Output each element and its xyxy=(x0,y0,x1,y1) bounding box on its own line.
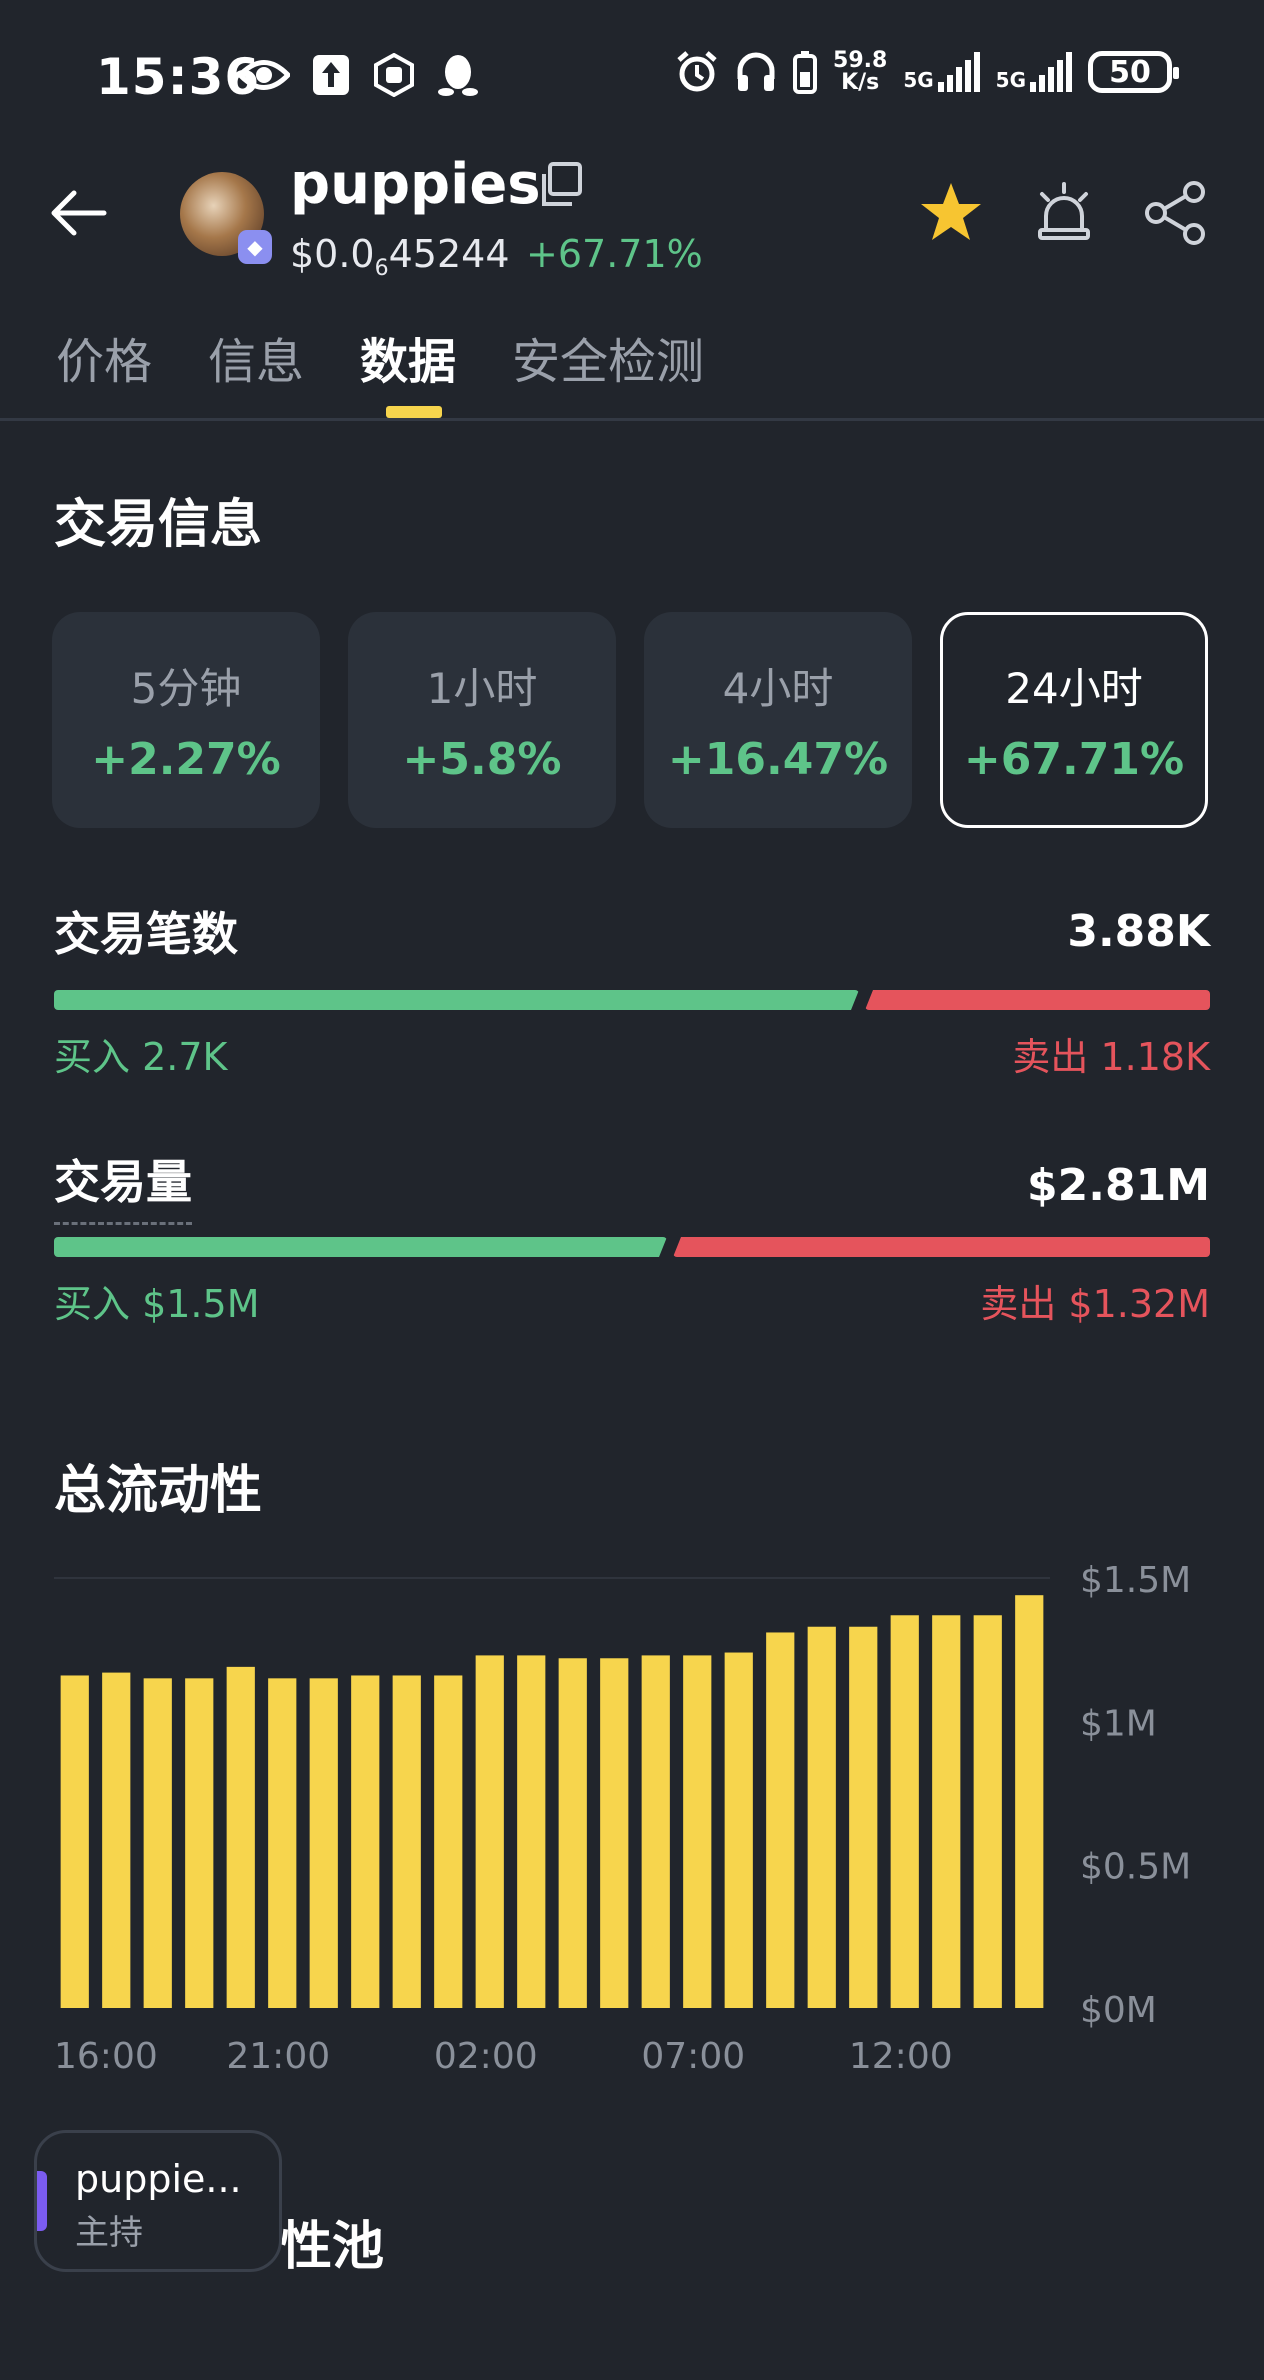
chart-bar xyxy=(434,1675,463,2008)
floating-host-chip[interactable]: puppie... 主持 xyxy=(34,2130,282,2272)
network-type-1: 5G xyxy=(903,68,934,92)
volume-buy-bar xyxy=(54,1237,667,1257)
tx-sell-count: 卖出 1.18K xyxy=(1012,1035,1210,1079)
price-change: +67.71% xyxy=(526,232,703,276)
token-price: $0.0645244 xyxy=(290,232,510,281)
chip-name: puppie... xyxy=(75,2157,242,2201)
chart-bar xyxy=(641,1655,670,2008)
period-card-4h[interactable]: 4小时 +16.47% xyxy=(644,612,912,828)
chart-bar xyxy=(351,1675,380,2008)
tx-sell-bar xyxy=(865,990,1210,1010)
active-tab-indicator xyxy=(386,406,442,418)
chart-bar xyxy=(973,1615,1002,2008)
volume-buy: 买入 $1.5M xyxy=(54,1282,260,1326)
x-tick-label: 21:00 xyxy=(226,2036,330,2077)
tx-count-bar xyxy=(54,990,1210,1010)
chart-bar xyxy=(185,1678,214,2008)
tab-data[interactable]: 数据 xyxy=(360,334,457,390)
chart-bar xyxy=(517,1655,546,2008)
period-card-24h[interactable]: 24小时 +67.71% xyxy=(940,612,1208,828)
y-tick-label: $0.5M xyxy=(1080,1847,1191,1888)
tx-buy-count: 买入 2.7K xyxy=(54,1035,228,1079)
y-tick-label: $1M xyxy=(1080,1703,1157,1744)
chart-bar xyxy=(102,1672,131,2008)
chart-bar xyxy=(60,1675,89,2008)
share-icon[interactable] xyxy=(1144,180,1208,246)
battery-level: 50 xyxy=(1109,54,1151,90)
tx-buy-bar xyxy=(54,990,859,1010)
back-arrow-icon[interactable] xyxy=(48,188,108,238)
network-type-2: 5G xyxy=(995,68,1026,92)
copy-icon[interactable] xyxy=(536,160,584,208)
chart-bar xyxy=(1015,1595,1044,2008)
hand-shield-icon xyxy=(374,53,414,97)
chart-bar xyxy=(724,1652,753,2008)
volume-sell-bar xyxy=(673,1237,1210,1257)
volume-bar xyxy=(54,1237,1210,1257)
signal-icon xyxy=(1030,52,1072,92)
chart-bar xyxy=(807,1626,836,2008)
liquidity-title: 总流动性 xyxy=(54,1461,263,1521)
chart-bar xyxy=(600,1658,629,2008)
tab-price[interactable]: 价格 xyxy=(56,334,153,390)
tx-count-label: 交易笔数 xyxy=(54,907,238,961)
tx-count-total: 3.88K xyxy=(1067,905,1210,957)
net-speed-value: 59.8 xyxy=(833,48,888,73)
battery-saver-icon xyxy=(793,51,818,94)
penguin-icon xyxy=(438,55,478,96)
chip-role: 主持 xyxy=(75,2213,143,2253)
chart-bar xyxy=(766,1632,795,2008)
chart-bar xyxy=(268,1678,297,2008)
x-tick-label: 12:00 xyxy=(849,2036,953,2077)
y-tick-label: $1.5M xyxy=(1080,1560,1191,1601)
price-alert-icon[interactable] xyxy=(1032,180,1096,244)
battery-indicator: 50 xyxy=(1088,51,1179,93)
chart-bar xyxy=(890,1615,919,2008)
chart-bar xyxy=(226,1666,255,2008)
chart-bar xyxy=(558,1658,587,2008)
tab-info[interactable]: 信息 xyxy=(208,334,305,390)
ethereum-icon: ◆ xyxy=(238,230,272,264)
tab-security-check[interactable]: 安全检测 xyxy=(512,334,705,390)
chart-bar xyxy=(309,1678,338,2008)
next-section-title: 性池 xyxy=(280,2217,385,2277)
signal-icon xyxy=(937,52,980,92)
trade-info-title: 交易信息 xyxy=(54,495,263,555)
period-card-1h[interactable]: 1小时 +5.8% xyxy=(348,612,616,828)
eye-icon xyxy=(238,60,290,90)
tx-count-stat: 交易笔数 3.88K 买入 2.7K 卖出 1.18K xyxy=(54,898,1210,1081)
volume-label[interactable]: 交易量 xyxy=(54,1146,192,1225)
chart-bar xyxy=(392,1675,421,2008)
upload-icon xyxy=(313,55,349,95)
headphones-icon xyxy=(737,52,775,91)
x-tick-label: 16:00 xyxy=(54,2036,158,2077)
token-name: puppies xyxy=(290,152,541,217)
chart-bar xyxy=(143,1678,172,2008)
favorite-star-icon[interactable] xyxy=(918,180,984,246)
chart-bar xyxy=(683,1655,712,2008)
chart-bar xyxy=(849,1626,878,2008)
period-card-5m[interactable]: 5分钟 +2.27% xyxy=(52,612,320,828)
period-selector: 5分钟 +2.27% 1小时 +5.8% 4小时 +16.47% 24小时 +6… xyxy=(52,612,1208,828)
x-tick-label: 02:00 xyxy=(434,2036,538,2077)
clock: 15:36 xyxy=(96,48,261,106)
divider xyxy=(0,418,1264,421)
chart-bar xyxy=(475,1655,504,2008)
chip-accent xyxy=(37,2171,47,2231)
y-tick-label: $0M xyxy=(1080,1990,1157,2031)
alarm-clock-icon xyxy=(677,51,717,92)
status-bar: 15:36 59.8 K/s 5G 5G 50 xyxy=(0,0,1264,160)
tab-bar: 价格 信息 数据 安全检测 xyxy=(56,322,704,392)
volume-total: $2.81M xyxy=(1027,1160,1210,1211)
volume-sell: 卖出 $1.32M xyxy=(980,1282,1210,1326)
net-speed-unit: K/s xyxy=(841,70,880,95)
volume-stat: 交易量 $2.81M 买入 $1.5M 卖出 $1.32M xyxy=(54,1146,1210,1328)
liquidity-chart: $1.5M $1M $0.5M $0M 16:00 21:00 02:00 07:00 12:0… xyxy=(54,1560,1191,2077)
chart-bar xyxy=(932,1615,961,2008)
x-tick-label: 07:00 xyxy=(641,2036,745,2077)
